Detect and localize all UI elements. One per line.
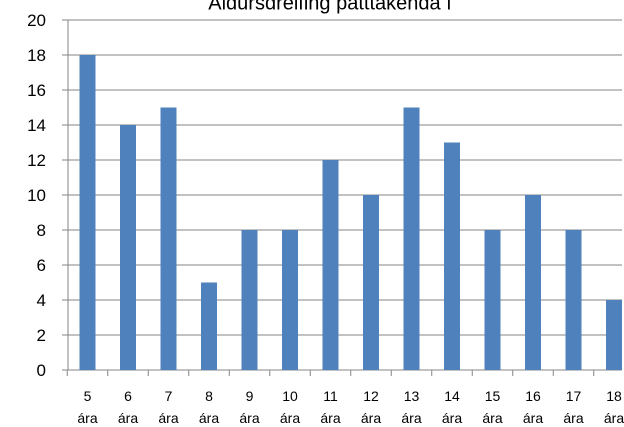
- y-tick-label: 14: [27, 116, 46, 135]
- y-tick-label: 12: [27, 151, 46, 170]
- y-tick-label: 2: [37, 326, 46, 345]
- y-tick-labels: 0 2 4 6 8 10 12 14 16 18 20: [27, 11, 46, 380]
- chart-title: Aldursdreifing þátttakenda í: [208, 0, 452, 14]
- y-tick-label: 16: [27, 81, 46, 100]
- y-tick-label: 20: [27, 11, 46, 30]
- bar: [282, 230, 298, 370]
- bar: [484, 230, 501, 370]
- bar: [322, 160, 339, 370]
- bar: [363, 195, 379, 370]
- y-tick-label: 0: [37, 361, 46, 380]
- bar: [606, 300, 622, 370]
- bar: [79, 55, 96, 370]
- bar: [241, 230, 258, 370]
- x-tick-label: 9 ára: [239, 388, 259, 426]
- bar: [201, 282, 217, 370]
- x-tick-label: 5 ára: [77, 388, 97, 426]
- y-tick-label: 10: [27, 186, 46, 205]
- bar: [565, 230, 582, 370]
- x-tick-label: 14 ára: [442, 388, 462, 426]
- x-tick-labels: 5 ára 6 ára 7 ára 8 ára 9 ára 10 ára 11 ára 12 ára 13 ára…: [77, 388, 624, 426]
- bar: [403, 107, 420, 370]
- x-tick-label: 18 ára: [604, 388, 624, 426]
- x-tick-label: 16 ára: [523, 388, 543, 426]
- x-tick-label: 12 ára: [361, 388, 381, 426]
- x-tick-label: 10 ára: [280, 388, 300, 426]
- y-tick-label: 18: [27, 46, 46, 65]
- bar: [120, 125, 136, 370]
- y-tick-label: 4: [37, 291, 46, 310]
- bar: [444, 142, 460, 370]
- x-tick-label: 11 ára: [320, 388, 340, 426]
- bar: [160, 107, 177, 370]
- y-tick-label: 6: [37, 256, 46, 275]
- x-tick-label: 7 ára: [158, 388, 178, 426]
- x-tick-label: 15 ára: [482, 388, 502, 426]
- gridlines: [68, 19, 622, 336]
- x-tick-label: 6 ára: [118, 388, 138, 426]
- x-tick-label: 8 ára: [199, 388, 219, 426]
- bar: [525, 195, 541, 370]
- x-tick-label: 17 ára: [563, 388, 583, 426]
- x-tick-label: 13 ára: [401, 388, 421, 426]
- y-tick-label: 8: [37, 221, 46, 240]
- bars: [79, 55, 622, 370]
